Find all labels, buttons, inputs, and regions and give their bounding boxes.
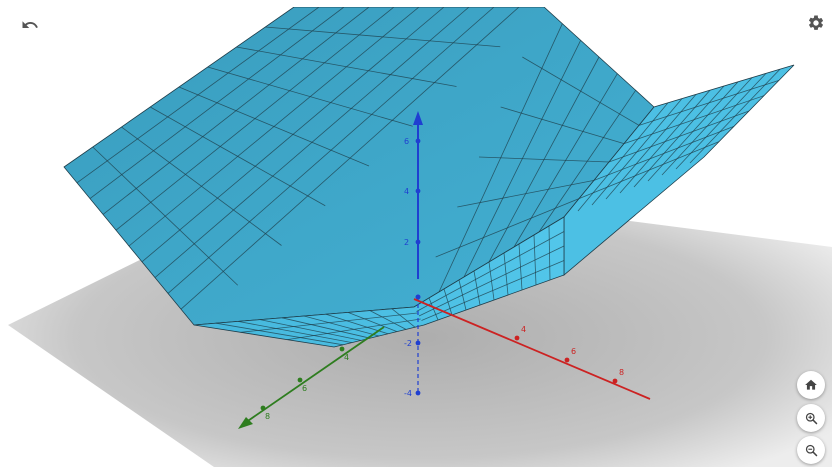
undo-button[interactable]: [18, 13, 42, 37]
mesh-line: [457, 179, 595, 208]
x-axis-tick-label: 4: [521, 325, 526, 334]
axis-ticks: 4 6 8 4 6 8 2 4 6 -2 -4: [260, 137, 624, 421]
z-axis-arrow-icon: [413, 111, 423, 125]
y-axis: [241, 326, 385, 426]
y-axis-tick-label: 6: [302, 384, 307, 393]
x-axis-tick: [612, 378, 618, 384]
mesh-line: [240, 312, 418, 333]
z-axis-tick: [415, 239, 421, 245]
mesh-line: [303, 315, 380, 337]
z-axis-tick-label: 4: [404, 187, 409, 196]
mesh-line: [638, 79, 780, 126]
zoom-in-button[interactable]: [797, 404, 825, 432]
surface-mesh: [76, 7, 781, 346]
home-button[interactable]: [797, 371, 825, 399]
x-axis-tick: [564, 357, 570, 363]
mesh-line: [416, 231, 565, 312]
mesh-line: [478, 156, 610, 163]
mesh-line: [608, 110, 750, 163]
y-axis-tick-label: 8: [265, 412, 270, 421]
mesh-line: [435, 198, 580, 258]
mesh-line: [215, 322, 344, 346]
z-axis-tick-label: 2: [404, 238, 409, 247]
mesh-line: [102, 7, 370, 215]
zoom-out-icon: [805, 444, 817, 456]
mesh-line: [418, 245, 565, 317]
mesh-line: [154, 7, 470, 278]
z-axis-tick: [415, 340, 421, 346]
settings-button[interactable]: [804, 11, 828, 35]
z-axis-tick: [415, 390, 421, 396]
z-axis-tick-label: 6: [404, 137, 409, 146]
mesh-line: [369, 310, 407, 330]
x-axis: [413, 298, 651, 400]
y-axis-tick: [260, 405, 266, 411]
mesh-line: [522, 56, 640, 126]
mesh-line: [623, 95, 765, 145]
z-axis-tick-label: -2: [404, 339, 412, 348]
y-axis-tick: [297, 377, 303, 383]
mesh-line: [89, 7, 345, 199]
mesh-line: [421, 260, 565, 321]
mesh-line: [115, 7, 395, 231]
graphing-3d-viewport[interactable]: 4 6 8 4 6 8 2 4 6 -2 -4: [4, 7, 832, 467]
mesh-line: [287, 318, 421, 341]
z-axis-tick-label: -4: [404, 389, 412, 398]
mesh-line: [391, 308, 416, 328]
zoom-out-button[interactable]: [797, 436, 825, 464]
z-axis-tick: [415, 188, 421, 194]
mesh-line: [76, 7, 320, 184]
mesh-line: [578, 141, 720, 200]
mesh-line: [141, 7, 445, 263]
zoom-in-icon: [805, 412, 817, 424]
y-axis-arrow-icon: [238, 417, 253, 429]
x-axis-tick-label: 8: [619, 368, 624, 377]
mesh-line: [167, 7, 495, 294]
mesh-line: [500, 106, 625, 145]
mesh-line: [259, 319, 362, 341]
x-axis-tick: [514, 335, 520, 341]
home-icon: [805, 379, 817, 390]
mesh-line: [593, 125, 735, 181]
z-axis-origin-point: [415, 294, 421, 300]
3d-scene[interactable]: 4 6 8 4 6 8 2 4 6 -2 -4: [4, 7, 832, 467]
mesh-line: [128, 7, 420, 247]
y-axis-tick-label: 4: [344, 353, 349, 362]
z-axis-tick: [415, 138, 421, 144]
y-axis-tick: [339, 346, 345, 352]
mesh-line: [347, 312, 398, 332]
mesh-line: [281, 317, 371, 339]
mesh-line: [180, 7, 520, 310]
gear-icon: [808, 15, 824, 30]
mesh-line: [237, 321, 353, 343]
x-axis-tick-label: 6: [571, 347, 576, 356]
undo-icon: [22, 21, 38, 28]
